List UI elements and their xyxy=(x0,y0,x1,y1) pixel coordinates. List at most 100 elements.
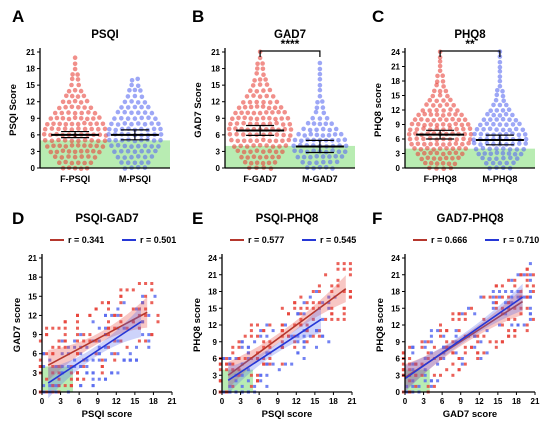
data-point xyxy=(497,78,503,84)
data-point xyxy=(151,138,157,143)
data-point xyxy=(75,72,80,77)
data-point xyxy=(423,345,427,349)
data-point xyxy=(482,351,486,355)
y-tick-label: 0 xyxy=(396,164,401,173)
data-point xyxy=(333,154,339,159)
data-point xyxy=(494,117,500,122)
data-point xyxy=(86,154,91,159)
data-point xyxy=(109,121,114,127)
data-point xyxy=(425,155,431,161)
data-point xyxy=(330,284,334,288)
data-point xyxy=(125,94,131,99)
data-point xyxy=(301,154,307,160)
data-point xyxy=(324,273,328,277)
data-point xyxy=(525,284,529,288)
data-point xyxy=(69,121,75,127)
data-point xyxy=(52,110,58,116)
data-point xyxy=(158,137,163,143)
data-point xyxy=(119,126,125,132)
panel-e: E PSQI-PHQ8 r = 0.577 r = 0.545 0 3 6 9 12 15 18 21… xyxy=(192,209,357,420)
x-axis-label: PSQI score xyxy=(262,409,313,420)
data-point xyxy=(63,345,67,349)
x-tick-label: 18 xyxy=(149,397,158,406)
data-point xyxy=(521,147,526,152)
data-point xyxy=(453,121,459,127)
data-point xyxy=(153,148,158,154)
data-point xyxy=(119,301,123,305)
data-point xyxy=(246,351,250,355)
data-point xyxy=(135,165,141,170)
data-point xyxy=(427,136,433,141)
y-tick-label: 6 xyxy=(31,131,36,140)
panel-title: PSQI-GAD7 xyxy=(75,213,138,225)
data-point xyxy=(122,121,128,126)
data-point xyxy=(250,83,256,88)
x-tick-label: 15 xyxy=(493,397,502,406)
data-point xyxy=(279,116,285,121)
data-point xyxy=(334,159,340,165)
data-point xyxy=(327,154,332,159)
data-point xyxy=(119,313,123,317)
data-point xyxy=(491,112,497,118)
x-tick-label: 9 xyxy=(95,397,100,406)
data-point xyxy=(147,313,151,317)
data-point xyxy=(451,103,457,108)
data-point xyxy=(299,312,303,316)
data-point xyxy=(501,98,507,104)
data-point xyxy=(76,313,79,317)
data-point xyxy=(519,290,523,293)
data-point xyxy=(427,97,433,103)
data-point xyxy=(494,340,498,344)
data-point xyxy=(437,63,443,69)
data-point xyxy=(285,116,291,121)
data-point xyxy=(431,147,437,152)
data-point xyxy=(127,88,132,93)
data-point xyxy=(52,154,58,159)
data-point xyxy=(485,111,490,117)
data-point xyxy=(119,116,124,121)
data-point xyxy=(104,313,107,317)
data-point xyxy=(437,146,443,151)
data-point xyxy=(270,144,276,149)
data-point xyxy=(119,339,123,343)
data-point xyxy=(135,358,138,362)
data-point xyxy=(146,148,151,154)
data-point xyxy=(280,345,284,349)
data-point xyxy=(222,357,226,360)
dot-cloud-f-psqi xyxy=(41,55,109,171)
y-axis-label: PSQI Score xyxy=(8,84,19,136)
data-point xyxy=(97,115,102,120)
data-point xyxy=(268,362,272,366)
data-point xyxy=(320,105,326,110)
data-point xyxy=(528,273,532,277)
data-point xyxy=(277,144,282,149)
significance-bracket: **** xyxy=(259,37,321,57)
y-tick-label: 21 xyxy=(28,254,37,263)
data-point xyxy=(286,137,292,143)
data-point xyxy=(342,317,346,321)
data-point xyxy=(500,127,506,133)
data-point xyxy=(66,99,72,105)
data-point xyxy=(48,116,54,121)
data-point xyxy=(461,126,466,132)
data-point xyxy=(426,357,430,360)
y-tick-label: 3 xyxy=(33,369,38,378)
data-point xyxy=(426,351,430,355)
data-point xyxy=(451,373,455,377)
data-point xyxy=(82,120,87,126)
data-point xyxy=(254,160,260,166)
data-point xyxy=(291,143,297,149)
data-point xyxy=(498,323,501,327)
data-point xyxy=(69,371,73,375)
data-point xyxy=(507,127,512,133)
data-point xyxy=(307,127,313,133)
data-point xyxy=(107,127,112,132)
data-point xyxy=(259,379,263,383)
y-tick-label: 12 xyxy=(28,311,37,320)
data-point xyxy=(506,151,512,156)
data-point xyxy=(72,55,78,60)
data-point xyxy=(479,340,483,344)
data-point xyxy=(447,112,452,117)
data-point xyxy=(241,120,246,126)
data-point xyxy=(302,301,306,305)
